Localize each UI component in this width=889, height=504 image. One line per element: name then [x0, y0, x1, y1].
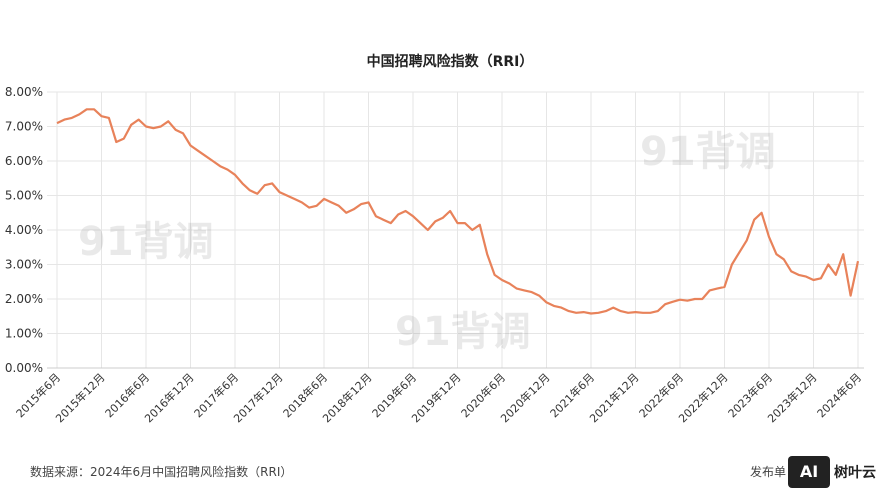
logo: AI — [800, 462, 818, 481]
publisher-note: 发布单 — [750, 464, 786, 479]
chart-title: 中国招聘风险指数（RRI） — [367, 53, 534, 70]
y-tick-label: 1.00% — [5, 327, 43, 341]
watermarks: 91背调 91背调 91背调 — [78, 129, 776, 355]
source-note: 数据来源：2024年6月中国招聘风险指数（RRI） — [30, 464, 292, 479]
y-tick-label: 8.00% — [5, 85, 43, 99]
y-tick-label: 6.00% — [5, 154, 43, 168]
y-tick-label: 3.00% — [5, 258, 43, 272]
y-tick-label: 4.00% — [5, 223, 43, 237]
watermark: 91背调 — [395, 309, 531, 355]
watermark: 91背调 — [640, 129, 776, 175]
watermark: 91背调 — [78, 219, 214, 265]
y-tick-label: 2.00% — [5, 292, 43, 306]
y-tick-label: 7.00% — [5, 120, 43, 134]
data-line — [56, 108, 860, 315]
y-tick-label: 5.00% — [5, 189, 43, 203]
logo-text: 树叶云 — [834, 464, 876, 481]
y-tick-label: 0.00% — [5, 361, 43, 375]
logo-box — [788, 456, 830, 488]
